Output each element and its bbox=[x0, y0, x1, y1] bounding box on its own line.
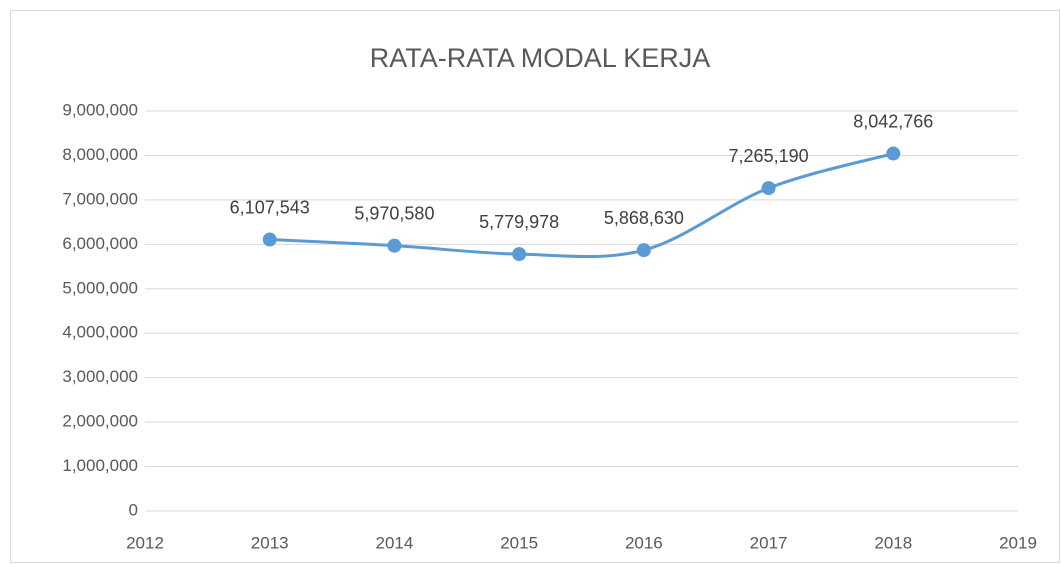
line-series bbox=[268, 152, 895, 259]
y-tick-label: 9,000,000 bbox=[62, 100, 138, 119]
y-tick-label: 7,000,000 bbox=[62, 189, 138, 208]
data-point bbox=[262, 232, 277, 247]
y-tick-label: 2,000,000 bbox=[62, 412, 138, 431]
x-tick-label: 2013 bbox=[251, 533, 289, 552]
data-label: 5,868,630 bbox=[604, 208, 684, 228]
y-tick-label: 8,000,000 bbox=[62, 145, 138, 164]
x-tick-label: 2017 bbox=[750, 533, 788, 552]
y-tick-label: 1,000,000 bbox=[62, 456, 138, 475]
x-tick-label: 2018 bbox=[874, 533, 912, 552]
data-point bbox=[886, 146, 901, 161]
data-label: 5,779,978 bbox=[479, 212, 559, 232]
y-tick-label: 3,000,000 bbox=[62, 367, 138, 386]
data-label: 5,970,580 bbox=[354, 203, 434, 223]
data-point bbox=[761, 181, 776, 196]
data-label: 6,107,543 bbox=[230, 197, 310, 217]
data-point bbox=[387, 238, 402, 253]
x-tick-label: 2015 bbox=[500, 533, 538, 552]
chart-border bbox=[10, 10, 1060, 563]
chart-title: RATA-RATA MODAL KERJA bbox=[370, 43, 711, 73]
data-label: 7,265,190 bbox=[729, 146, 809, 166]
data-point bbox=[512, 247, 527, 262]
x-tick-label: 2014 bbox=[376, 533, 414, 552]
x-tick-label: 2012 bbox=[126, 533, 164, 552]
data-label: 8,042,766 bbox=[853, 111, 933, 131]
y-tick-label: 5,000,000 bbox=[62, 278, 138, 297]
y-tick-label: 0 bbox=[129, 500, 138, 519]
y-tick-label: 4,000,000 bbox=[62, 323, 138, 342]
y-tick-label: 6,000,000 bbox=[62, 234, 138, 253]
x-tick-label: 2019 bbox=[999, 533, 1037, 552]
data-point bbox=[636, 243, 651, 258]
x-tick-label: 2016 bbox=[625, 533, 663, 552]
